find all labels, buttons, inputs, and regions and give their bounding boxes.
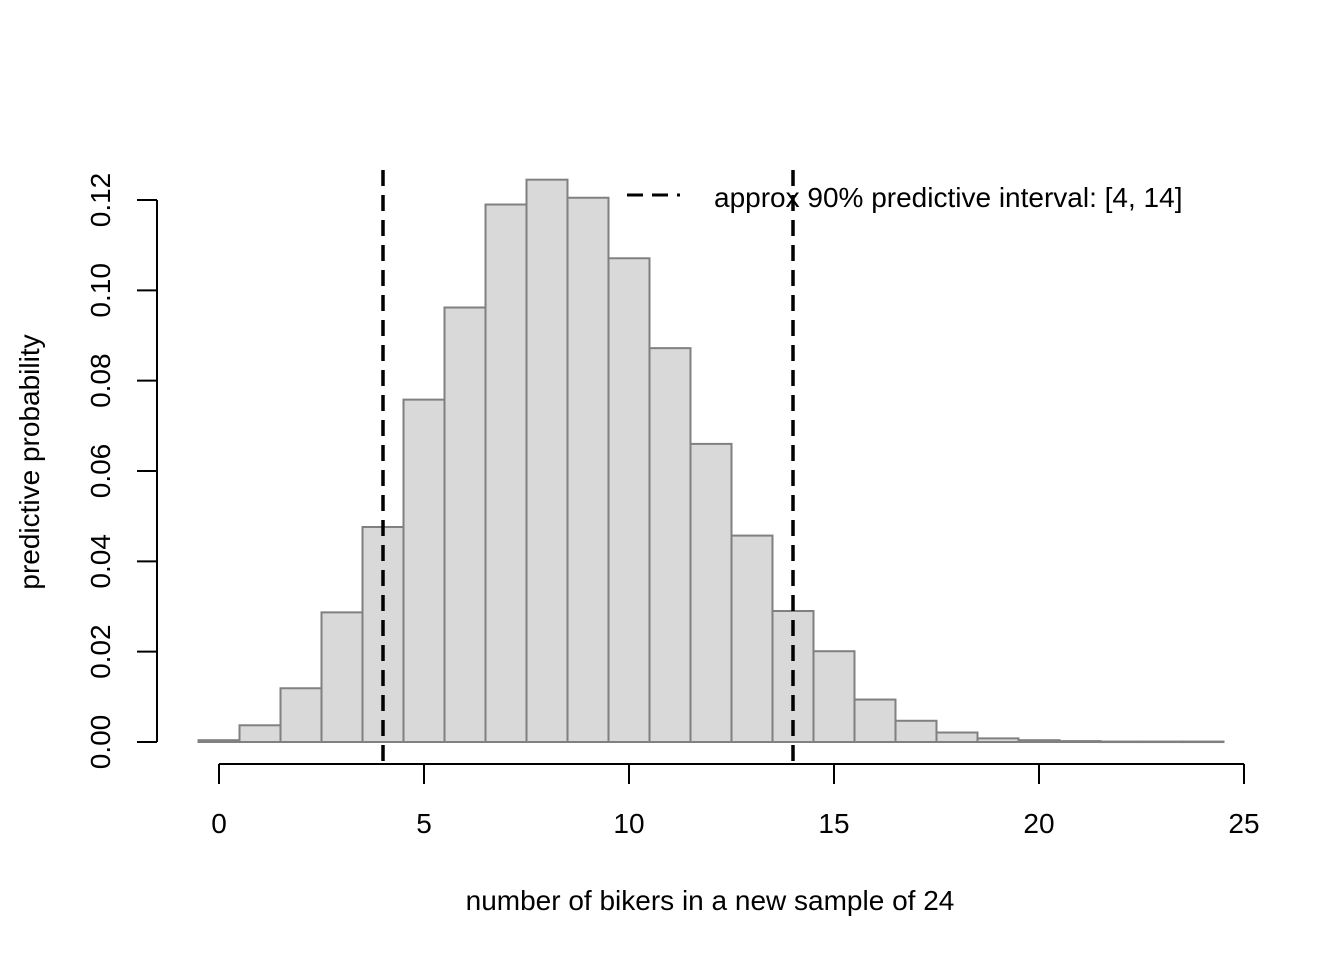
histogram-bar	[607, 257, 651, 743]
histogram-bar	[566, 196, 610, 744]
x-tick-label: 15	[818, 808, 849, 839]
histogram-bar	[976, 737, 1020, 743]
histogram-bars	[197, 178, 1225, 744]
y-tick-label: 0.04	[85, 534, 116, 589]
histogram-bar	[402, 398, 446, 743]
y-tick-label: 0.00	[85, 715, 116, 770]
y-tick-label: 0.10	[85, 263, 116, 318]
y-tick-label: 0.12	[85, 173, 116, 228]
x-tick-label: 20	[1023, 808, 1054, 839]
x-tick-label: 0	[211, 808, 227, 839]
y-tick-label: 0.08	[85, 353, 116, 408]
histogram-bar	[197, 739, 241, 744]
histogram-bar	[935, 731, 979, 744]
histogram-bar	[1099, 740, 1143, 744]
histogram-bar	[730, 534, 774, 743]
histogram-bar	[1181, 740, 1225, 744]
x-tick-label: 25	[1228, 808, 1259, 839]
legend-label: approx 90% predictive interval: [4, 14]	[714, 182, 1182, 213]
x-axis-title: number of bikers in a new sample of 24	[466, 885, 955, 916]
histogram-bar	[1017, 739, 1061, 744]
y-axis: 0.00 0.02 0.04 0.06 0.08 0.10 0.12	[85, 173, 158, 770]
histogram-bar	[443, 306, 487, 743]
y-axis-title: predictive probability	[14, 334, 45, 589]
histogram-bar	[238, 724, 282, 743]
histogram-bar	[279, 687, 323, 743]
histogram-bar	[484, 203, 528, 743]
histogram-bar	[689, 442, 733, 743]
y-tick-label: 0.06	[85, 444, 116, 499]
legend: approx 90% predictive interval: [4, 14]	[627, 182, 1182, 213]
x-axis: 0 5 10 15 20 25	[211, 763, 1260, 839]
histogram-bar	[894, 719, 938, 743]
histogram-bar	[320, 611, 364, 743]
histogram-bar	[812, 650, 856, 744]
histogram-bar	[1058, 740, 1102, 744]
histogram-bar	[648, 347, 692, 743]
y-tick-label: 0.02	[85, 624, 116, 679]
histogram-bar	[853, 698, 897, 743]
x-tick-label: 10	[613, 808, 644, 839]
x-tick-label: 5	[416, 808, 432, 839]
histogram-bar	[1140, 740, 1184, 744]
histogram-bar	[525, 178, 569, 744]
